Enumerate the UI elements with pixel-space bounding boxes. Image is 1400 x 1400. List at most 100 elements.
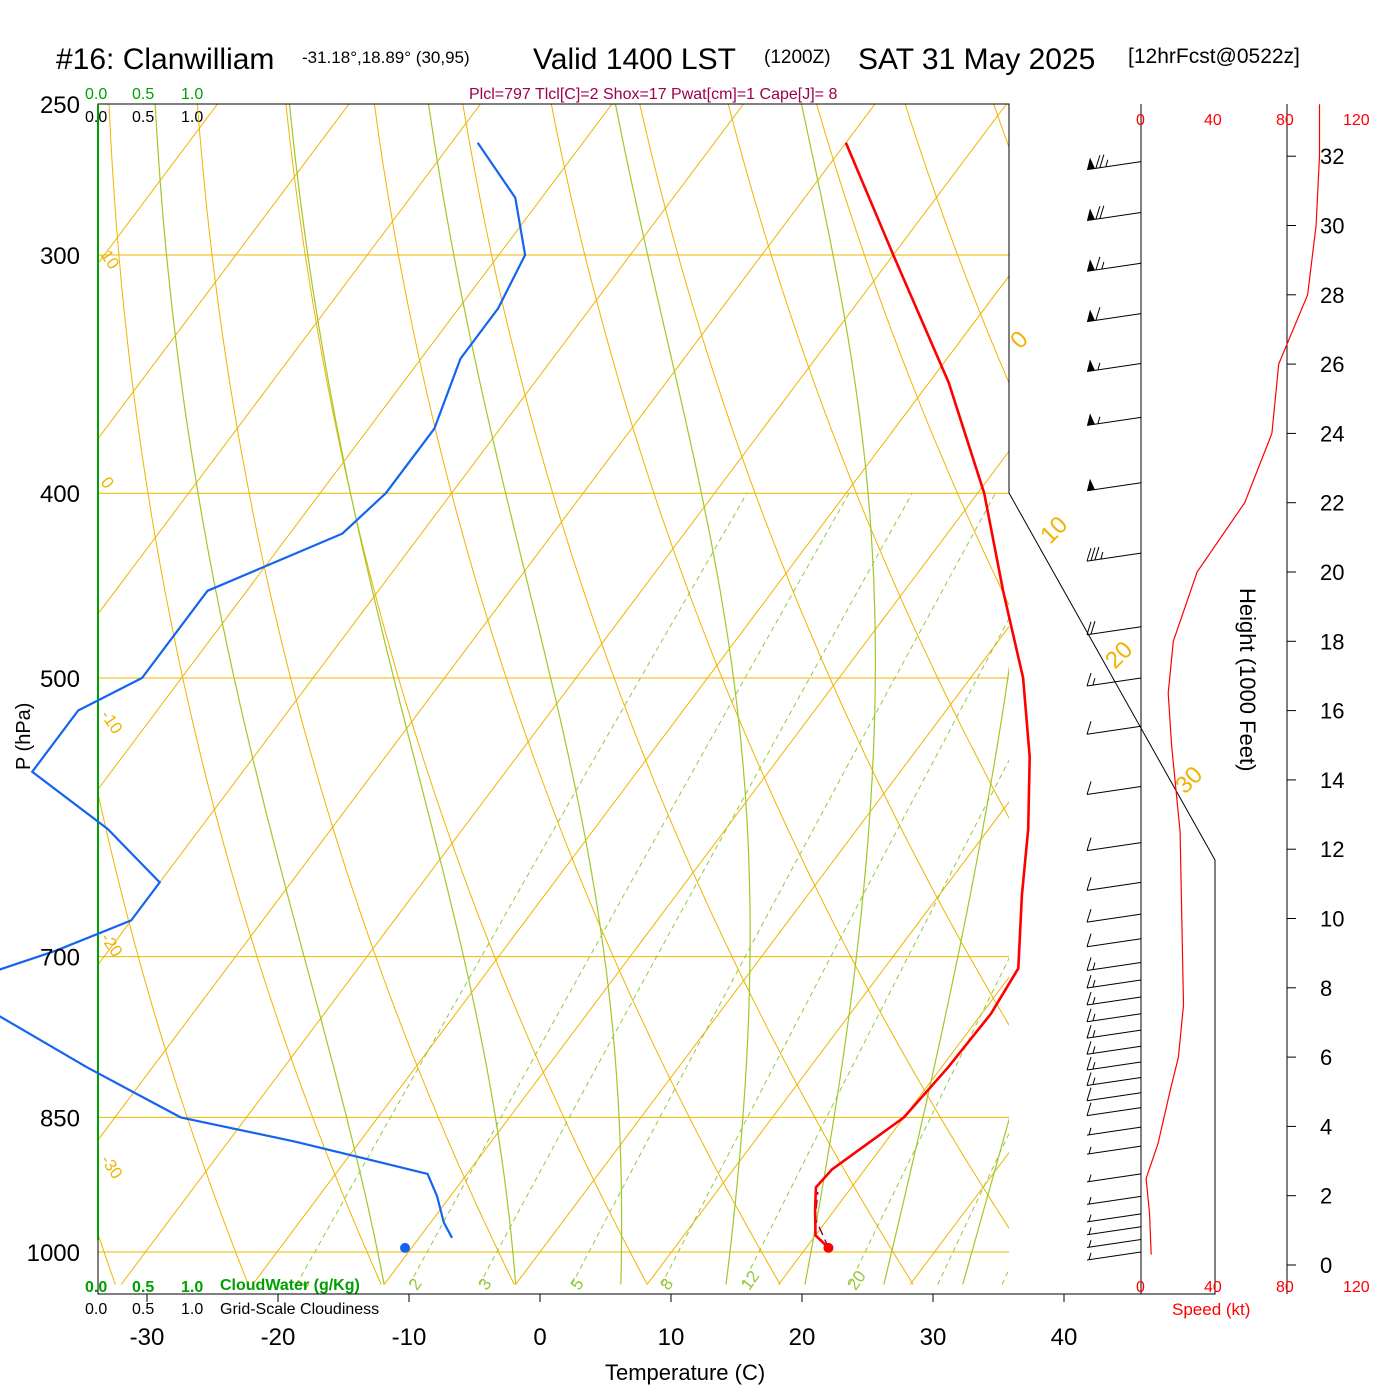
wind-barb [1086,307,1142,323]
cloudiness-tick: 0.5 [132,1301,154,1318]
station-title: #16: Clanwilliam [56,43,274,76]
wind-barb-half-flag [1092,997,1096,1005]
wind-barb-flag [1090,547,1096,561]
wind-barb [1086,1025,1142,1039]
dry-adiabat-line [1259,104,1400,1285]
speed-axis-label: Speed (kt) [1172,1300,1250,1319]
wind-barb-staff [1086,1013,1142,1023]
isotherm-line [515,625,1009,1285]
wind-barb-flag [1086,621,1092,635]
wind-barb [1086,991,1142,1006]
wind-barb-staff [1086,996,1142,1006]
wind-barb-pennant [1087,359,1095,372]
isotherm-label: -10 [97,706,127,737]
wind-barb-staff [1086,262,1142,272]
wind-barb-flag [1095,307,1101,321]
dry-adiabat-line [993,104,1009,149]
dry-adiabat-line [98,791,249,1285]
mixing-ratio-line [296,492,748,1285]
cloudiness-tick: 1.0 [181,1301,203,1318]
wind-barb-flag [1086,909,1092,923]
wind-barb-flag [1086,1008,1092,1022]
thermo-grid [98,104,1400,1285]
moist-adiabat-line [800,104,877,1285]
height-tick-label: 18 [1320,629,1344,654]
plot-frame [97,103,1216,1295]
surface-dewpoint-dot [400,1242,411,1253]
wind-barb [1086,1126,1142,1136]
wind-barb-half-flag [1088,1196,1092,1205]
isotherm-line [383,450,1009,1285]
height-tick-label: 28 [1320,283,1344,308]
temperature-tick-label: 20 [789,1324,816,1351]
cloudiness-scale-bottom: 0.0 0.5 1.0 Grid-Scale Cloudiness [85,1301,379,1318]
isotherm-label: -20 [97,929,127,960]
isotherm-line [1042,104,1400,1284]
wind-barb-flag [1095,206,1101,220]
wind-barb [1086,621,1142,636]
isotherm-label: -30 [97,1151,127,1182]
wind-speed-line [1145,104,1321,1255]
height-tick-label: 0 [1320,1253,1332,1278]
temperature-tick-label: 10 [658,1324,685,1351]
wind-barb [1086,781,1142,796]
wind-barb-half-flag [1092,962,1096,970]
wind-barb-flag [1094,546,1100,561]
height-axis-label: Height (1000 Feet) [1235,588,1260,771]
dry-adiabat-line [196,104,515,1285]
forecast-run: [12hrFcst@0522z] [1128,45,1300,68]
temperature-tick-label: 40 [1051,1324,1078,1351]
wind-barb-half-flag [1088,1252,1092,1260]
wind-barb [1086,721,1142,735]
dewpoint-line [0,142,527,1239]
wind-barb-staff [1086,416,1142,426]
height-tick-label: 22 [1320,491,1344,516]
cloudiness-tick: 1.0 [181,109,203,126]
wind-barb [1086,413,1142,426]
isotherm-line [646,801,1009,1285]
wind-barb-pennant [1087,478,1095,491]
wind-barb-staff [1086,212,1142,222]
x-axis-label: Temperature (C) [605,1360,765,1385]
wind-barb-staff [1086,1107,1142,1117]
dry-adiabat-line [462,104,914,1285]
wind-barb-flag [1086,1025,1092,1039]
cloudiness-label: Grid-Scale Cloudiness [220,1301,379,1318]
wind-barb-staff [1086,482,1142,492]
wind-barb-staff [1086,1173,1142,1183]
wind-barb-flag [1099,205,1105,219]
wind-barb-pennant [1087,309,1095,322]
isotherm-line [98,104,876,1141]
dry-adiabat-line [285,104,648,1285]
wind-barb-pennant [1087,259,1095,272]
wind-barb-flag [1086,974,1092,989]
height-tick-label: 32 [1320,144,1344,169]
wind-barb-flag [1095,256,1101,271]
wind-barb-staff [1086,161,1142,171]
speed-tick: 120 [1343,1279,1370,1296]
wind-barb-staff [1086,913,1142,923]
mixing-ratio-label: 2 [405,1275,426,1294]
wind-barb-staff [1086,1029,1142,1039]
cloudiness-tick: 0.0 [85,109,107,126]
height-tick-label: 26 [1320,352,1344,377]
wind-barb-pennant [1087,413,1095,426]
wind-barb-staff [1086,842,1142,852]
wind-barb-half-flag [1088,1174,1092,1182]
wind-barb-staff [1086,1213,1142,1223]
wind-barb-staff [1086,1226,1142,1236]
surface-temperature-dot [823,1242,834,1253]
moist-adiabat-line [883,665,1009,1285]
wind-barb-staff [1086,1092,1142,1102]
dry-adiabat-line [1347,104,1400,1285]
wind-barb-staff [1086,1045,1142,1055]
wind-barb [1086,205,1142,222]
mixing-ratio-label: 3 [474,1275,495,1294]
forecast-date: SAT 31 May 2025 [858,43,1095,76]
speed-tick: 80 [1276,1279,1294,1296]
cloudwater-scale-bottom: 0.0 0.5 1.0 CloudWater (g/Kg) [85,1277,360,1296]
mixing-ratio-line [661,617,1009,1285]
pressure-tick-label: 1000 [27,1240,80,1267]
wind-barb-staff [1086,1251,1142,1261]
wind-barb-staff [1086,552,1142,562]
